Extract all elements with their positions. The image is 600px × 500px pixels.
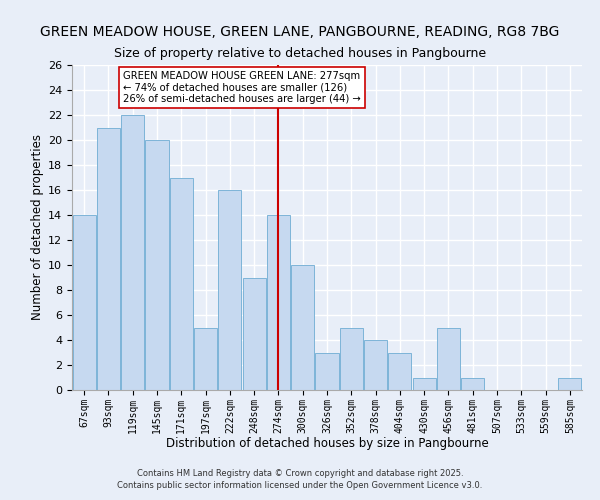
Bar (242, 278, 266, 390)
Bar (97, 128, 120, 390)
Bar (291, 265, 314, 390)
Bar (364, 340, 387, 390)
Bar (267, 215, 290, 390)
Bar (73, 215, 95, 390)
Bar (194, 328, 217, 390)
Bar (218, 190, 241, 390)
Bar (145, 140, 169, 390)
Bar (437, 328, 460, 390)
Bar (170, 178, 193, 390)
Bar (340, 328, 363, 390)
Bar (388, 352, 412, 390)
Text: Size of property relative to detached houses in Pangbourne: Size of property relative to detached ho… (114, 48, 486, 60)
Text: Contains HM Land Registry data © Crown copyright and database right 2025.
Contai: Contains HM Land Registry data © Crown c… (118, 468, 482, 490)
Bar (461, 378, 484, 390)
Bar (316, 352, 338, 390)
Bar (121, 115, 144, 390)
Text: GREEN MEADOW HOUSE GREEN LANE: 277sqm
← 74% of detached houses are smaller (126): GREEN MEADOW HOUSE GREEN LANE: 277sqm ← … (123, 71, 361, 104)
Text: GREEN MEADOW HOUSE, GREEN LANE, PANGBOURNE, READING, RG8 7BG: GREEN MEADOW HOUSE, GREEN LANE, PANGBOUR… (40, 25, 560, 39)
Bar (413, 378, 436, 390)
X-axis label: Distribution of detached houses by size in Pangbourne: Distribution of detached houses by size … (166, 437, 488, 450)
Y-axis label: Number of detached properties: Number of detached properties (31, 134, 44, 320)
Bar (559, 378, 581, 390)
